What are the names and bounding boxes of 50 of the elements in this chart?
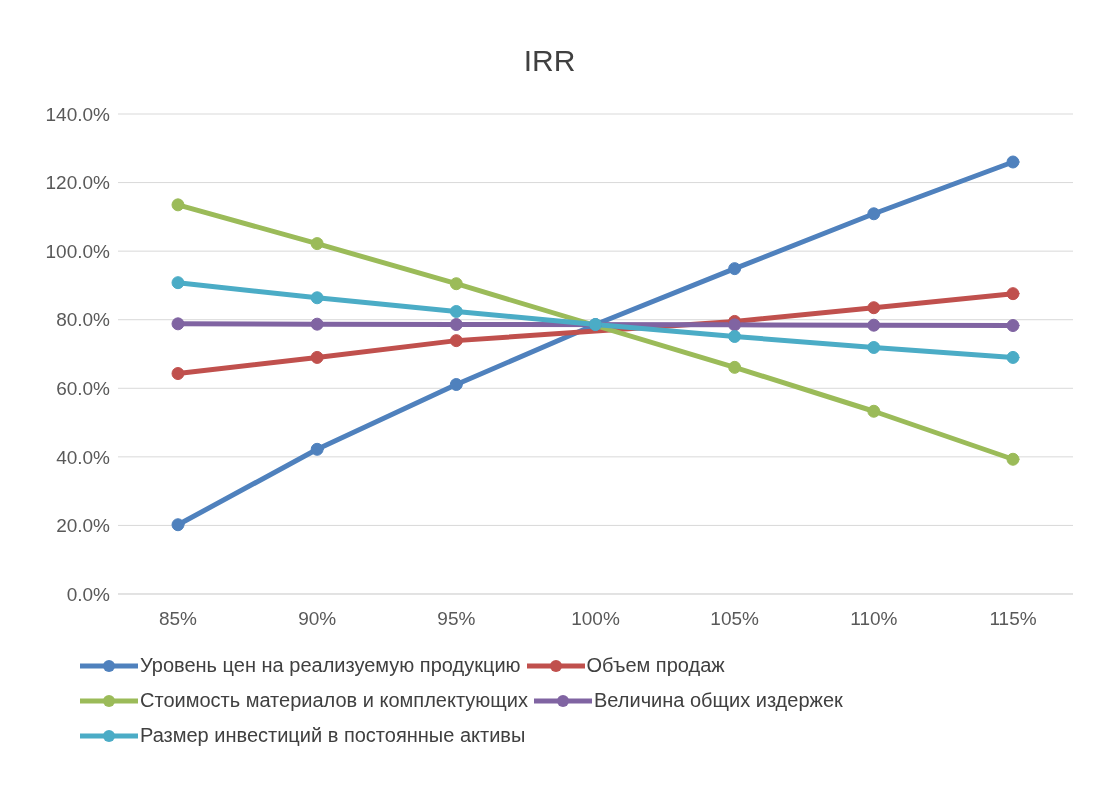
legend-label: Величина общих издержек [593,689,843,712]
y-tick-label: 100.0% [45,240,111,262]
point [449,304,463,318]
point [867,340,881,354]
x-tick-label: 85% [158,608,198,630]
point [867,207,881,221]
point [310,350,324,364]
point [171,367,185,381]
point [310,442,324,456]
point [449,318,463,332]
point [1006,287,1020,301]
point [728,318,742,332]
point [867,318,881,332]
point [171,317,185,331]
point [171,276,185,290]
legend-label: Уровень цен на реализуемую продукцию [140,654,521,677]
point [310,317,324,331]
x-tick-label: 100% [571,608,620,630]
y-tick-label: 60.0% [56,378,111,400]
x-tick-label: 95% [437,608,476,630]
legend-label: Размер инвестиций в постоянные активы [140,724,526,747]
chart-title: IRR [522,43,577,79]
point [171,518,185,532]
x-tick-label: 115% [989,608,1037,630]
point [449,277,463,291]
x-tick-label: 90% [298,608,337,630]
point [1006,350,1020,364]
x-tick-label: 110% [850,608,898,630]
point [728,262,742,276]
point [867,404,881,418]
y-tick-label: 140.0% [45,103,111,125]
point [310,237,324,251]
y-tick-label: 40.0% [56,446,111,468]
point [449,334,463,348]
point [1006,319,1020,333]
y-tick-label: 0.0% [66,583,111,605]
point [1006,155,1020,169]
point [171,198,185,212]
point [1006,452,1020,466]
y-tick-label: 20.0% [56,515,111,537]
point [449,378,463,392]
x-tick-label: 105% [710,608,760,630]
point [728,330,742,344]
y-tick-label: 80.0% [56,309,111,331]
point [310,291,324,305]
legend-label: Стоимость материалов и комплектующих [140,689,528,712]
point [728,360,742,374]
legend-label: Объем продаж [586,654,725,677]
point [867,301,881,315]
y-tick-label: 120.0% [45,172,111,194]
